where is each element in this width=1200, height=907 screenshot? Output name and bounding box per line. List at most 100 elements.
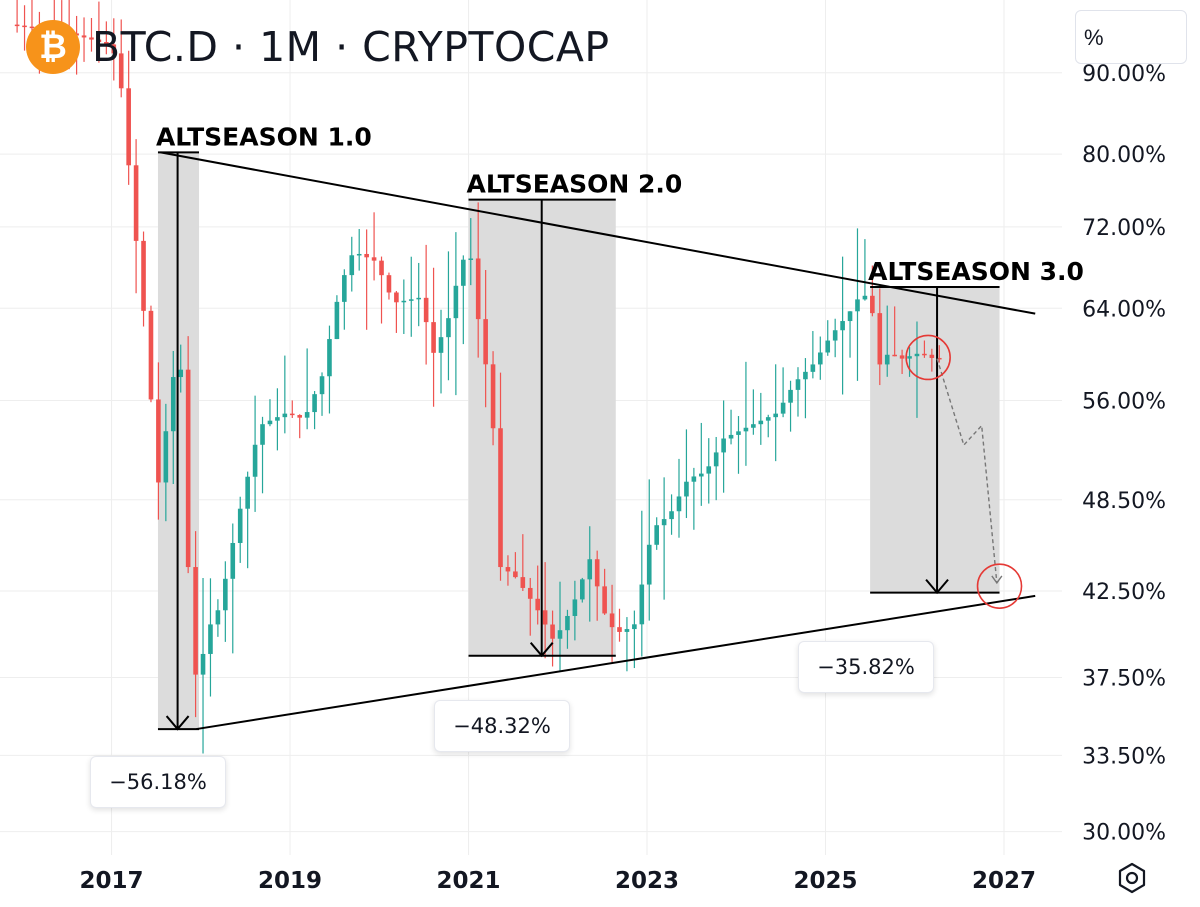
candle-body bbox=[743, 427, 749, 432]
candle-body bbox=[245, 476, 250, 509]
candle-body bbox=[825, 340, 831, 353]
candle-body bbox=[386, 275, 392, 293]
x-tick-label: 2017 bbox=[80, 868, 144, 894]
candle-body bbox=[148, 310, 154, 400]
candle-body bbox=[334, 301, 340, 340]
candle-body bbox=[289, 413, 295, 416]
x-tick-label: 2023 bbox=[615, 868, 679, 894]
candle-body bbox=[676, 496, 682, 512]
candle-body bbox=[118, 53, 124, 89]
candle-body bbox=[126, 88, 131, 166]
candle-body bbox=[780, 402, 786, 414]
candle-body bbox=[542, 610, 548, 625]
candle-body bbox=[728, 434, 734, 439]
candle-body bbox=[96, 39, 102, 43]
candle-body bbox=[936, 357, 942, 360]
candle-body bbox=[572, 599, 578, 616]
candle-body bbox=[178, 369, 184, 378]
candle-body bbox=[327, 339, 332, 377]
candle-body bbox=[870, 295, 875, 314]
candle-body bbox=[810, 364, 816, 372]
candle-body bbox=[565, 615, 570, 631]
candle-body bbox=[237, 508, 243, 543]
chart-header: ₿ BTC.D · 1M · CRYPTOCAP bbox=[26, 20, 610, 74]
candle-body bbox=[520, 577, 526, 588]
candle-body bbox=[431, 322, 436, 353]
y-tick-label: 37.50% bbox=[1082, 666, 1166, 691]
candle-body bbox=[111, 44, 117, 54]
candlesticks bbox=[14, 0, 942, 754]
candle-body bbox=[713, 452, 719, 467]
candle-body bbox=[877, 313, 883, 365]
candle-body bbox=[446, 318, 451, 338]
candle-body bbox=[840, 321, 845, 331]
candle-body bbox=[751, 424, 756, 428]
gear-icon[interactable] bbox=[1114, 860, 1150, 896]
candle-body bbox=[163, 431, 169, 483]
candle-body bbox=[706, 466, 712, 474]
candle-body bbox=[81, 35, 87, 38]
candle-body bbox=[89, 37, 94, 40]
candle-body bbox=[200, 653, 206, 675]
candle-body bbox=[654, 525, 659, 545]
candle-body bbox=[721, 438, 726, 453]
candle-body bbox=[260, 424, 265, 445]
candle-body bbox=[609, 613, 615, 628]
altseason-3-shade bbox=[870, 286, 1000, 593]
candle-body bbox=[684, 481, 689, 497]
x-tick-label: 2019 bbox=[258, 868, 322, 894]
trendline-lower bbox=[196, 594, 1036, 731]
candle-body bbox=[401, 300, 407, 303]
candle-body bbox=[691, 476, 697, 482]
candle-body bbox=[141, 240, 146, 311]
candle-body bbox=[624, 629, 630, 632]
candle-body bbox=[297, 415, 303, 418]
unit-toggle-button[interactable]: % bbox=[1075, 10, 1187, 64]
altseason-2-title: ALTSEASON 2.0 bbox=[467, 170, 683, 199]
candle-body bbox=[14, 24, 20, 27]
candle-body bbox=[29, 26, 35, 29]
candle-body bbox=[617, 627, 622, 632]
candle-body bbox=[498, 428, 503, 568]
candle-body bbox=[832, 330, 838, 341]
candle-body bbox=[170, 377, 176, 432]
candle-body bbox=[312, 394, 317, 413]
altseason-3-change-label: −35.82% bbox=[798, 641, 934, 693]
candle-body bbox=[639, 584, 645, 625]
candle-body bbox=[319, 376, 325, 395]
y-tick-label: 30.00% bbox=[1082, 821, 1166, 846]
target-circle bbox=[976, 563, 1023, 609]
candle-body bbox=[394, 292, 399, 303]
altseason-2-arrow-head bbox=[529, 642, 554, 658]
annotation-lines bbox=[157, 151, 1036, 731]
current-price-circle bbox=[905, 334, 951, 381]
candle-body bbox=[914, 353, 920, 357]
y-tick-label: 48.50% bbox=[1082, 489, 1166, 514]
candle-body bbox=[371, 257, 377, 261]
candle-body bbox=[364, 253, 369, 258]
candle-body bbox=[699, 473, 704, 477]
candle-body bbox=[758, 420, 764, 425]
y-tick-label: 56.00% bbox=[1082, 389, 1166, 414]
candle-body bbox=[884, 354, 890, 365]
candle-body bbox=[535, 598, 540, 611]
candle-body bbox=[252, 444, 258, 477]
candle-body bbox=[475, 258, 481, 320]
candle-body bbox=[468, 258, 474, 260]
x-tick-label: 2025 bbox=[793, 868, 857, 894]
candle-body bbox=[461, 259, 466, 286]
x-tick-label: 2021 bbox=[437, 868, 501, 894]
candle-body bbox=[304, 412, 310, 418]
y-tick-label: 80.00% bbox=[1082, 143, 1166, 168]
projection-arrow-head bbox=[991, 575, 1003, 585]
candle-body bbox=[22, 25, 27, 28]
candle-body bbox=[416, 297, 422, 300]
candle-body bbox=[453, 285, 459, 319]
candle-body bbox=[275, 417, 280, 421]
candle-body bbox=[104, 42, 109, 45]
altseason-3-arrow-head bbox=[925, 578, 949, 595]
candle-body bbox=[193, 567, 198, 675]
candle-body bbox=[669, 511, 674, 520]
candle-body bbox=[513, 571, 518, 578]
